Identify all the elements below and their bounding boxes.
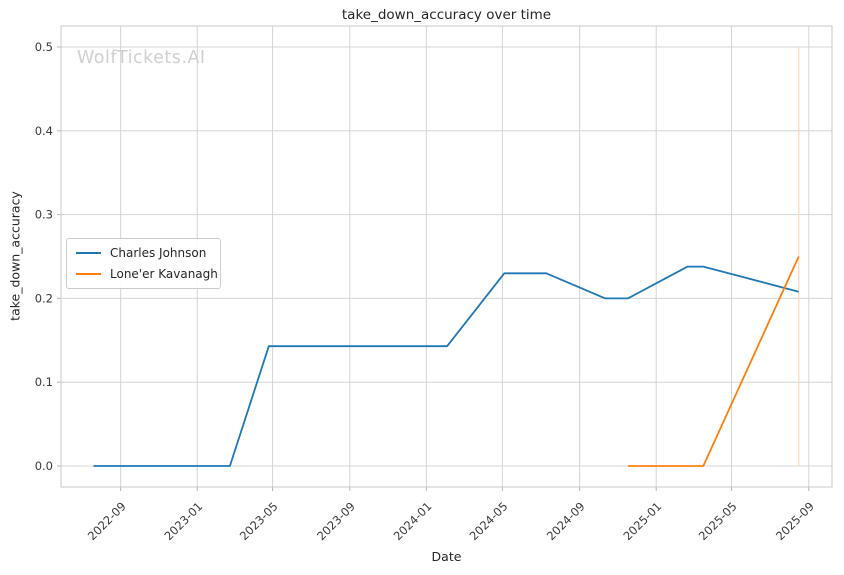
legend-label: Charles Johnson: [110, 246, 207, 260]
x-tick-label: 2025-05: [696, 499, 740, 543]
legend-line-swatch-loneer-kavanagh: [76, 273, 101, 275]
y-tick-label: 0.4: [35, 124, 53, 138]
y-tick-label: 0.2: [35, 291, 53, 305]
legend-item: Charles Johnson: [76, 246, 210, 260]
x-tick-label: 2025-09: [773, 499, 817, 543]
y-tick-label: 0.3: [35, 208, 53, 222]
legend-item: Lone'er Kavanagh: [76, 267, 218, 281]
x-tick-label: 2023-05: [237, 499, 281, 543]
series-line-0: [93, 265, 799, 467]
y-tick-label: 0.5: [35, 40, 53, 54]
y-tick-label: 0.0: [35, 459, 53, 473]
x-tick-label: 2024-05: [467, 499, 511, 543]
plot-border: [60, 25, 833, 488]
legend-label: Lone'er Kavanagh: [110, 267, 218, 281]
x-tick-label: 2023-09: [314, 499, 358, 543]
legend-line-swatch-charles-johnson: [76, 252, 101, 254]
x-tick-label: 2022-09: [85, 499, 129, 543]
y-axis-label: take_down_accuracy: [7, 191, 23, 321]
x-tick-label: 2023-01: [161, 499, 205, 543]
x-tick-label: 2024-09: [544, 499, 588, 543]
x-tick-label: 2025-01: [620, 499, 664, 543]
series-line-1: [627, 256, 800, 467]
legend: Charles Johnson Lone'er Kavanagh: [66, 238, 221, 289]
chart-title: take_down_accuracy over time: [341, 7, 552, 23]
y-tick-label: 0.1: [35, 375, 53, 389]
x-tick-label: 2024-01: [391, 499, 435, 543]
watermark: WolfTickets.AI: [77, 48, 206, 68]
x-axis-label: Date: [431, 549, 462, 564]
